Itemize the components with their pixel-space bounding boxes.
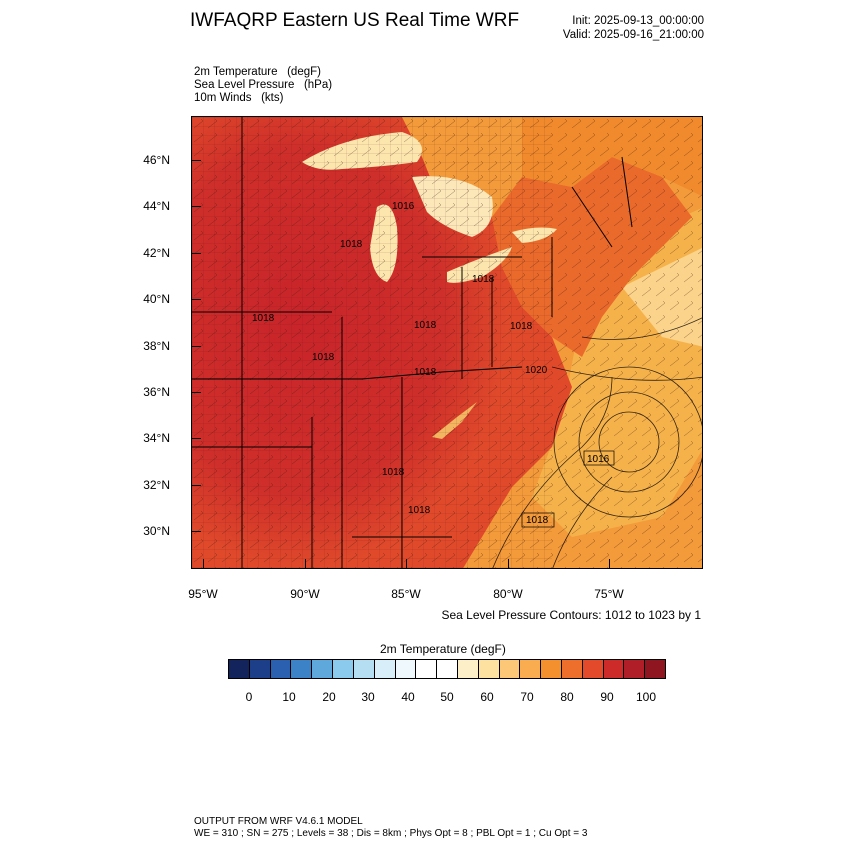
colorbar-label: 90	[600, 690, 614, 704]
pressure-label: 1016	[392, 201, 415, 212]
colorbar-swatch	[520, 660, 542, 678]
colorbar-label: 50	[440, 690, 454, 704]
lat-tick	[191, 392, 201, 393]
lat-label: 38°N	[143, 339, 170, 353]
colorbar-swatch	[291, 660, 313, 678]
lon-tick	[406, 559, 407, 569]
lat-label: 30°N	[143, 524, 170, 538]
colorbar-swatch	[416, 660, 438, 678]
pressure-label: 1018	[414, 320, 437, 331]
lon-label: 75°W	[594, 587, 624, 601]
pressure-label: 1018	[414, 367, 437, 378]
lat-tick	[191, 346, 201, 347]
contour-note: Sea Level Pressure Contours: 1012 to 102…	[441, 608, 702, 622]
field-pressure: Sea Level Pressure (hPa)	[194, 79, 333, 91]
wind-barbs	[192, 117, 702, 568]
pressure-label: 1018	[340, 239, 363, 250]
map-panel: 1016 1018 1018 1018 1018 1018 1018 1020 …	[191, 116, 703, 569]
field-list: 2m Temperature (degF) Sea Level Pressure…	[194, 66, 332, 105]
colorbar-label: 100	[635, 690, 657, 704]
chart-title: IWFAQRP Eastern US Real Time WRF	[190, 10, 520, 31]
footer-line: WE = 310 ; SN = 275 ; Levels = 38 ; Dis …	[194, 828, 588, 839]
pressure-label: 1018	[472, 274, 495, 285]
colorbar-swatch	[229, 660, 250, 678]
lat-tick	[191, 299, 201, 300]
lon-label: 90°W	[290, 587, 320, 601]
colorbar-swatch	[249, 660, 271, 678]
field-winds: 10m Winds (kts)	[194, 92, 284, 104]
pressure-label: 1020	[525, 365, 548, 376]
lat-tick	[191, 206, 201, 207]
lon-tick	[305, 559, 306, 569]
colorbar-swatch	[603, 660, 625, 678]
valid-time: Valid: 2025-09-16_21:00:00	[562, 29, 704, 41]
pressure-label: 1018	[526, 515, 549, 526]
lon-tick	[203, 559, 204, 569]
pressure-contours	[492, 317, 702, 568]
model-footer: OUTPUT FROM WRF V4.6.1 MODEL WE = 310 ; …	[194, 816, 587, 840]
field-temperature: 2m Temperature (degF)	[194, 66, 321, 78]
lon-tick	[609, 559, 610, 569]
colorbar-label: 80	[560, 690, 574, 704]
lon-label: 95°W	[188, 587, 218, 601]
init-valid-times: Init: 2025-09-13_00:00:00 Valid: 2025-09…	[563, 14, 704, 42]
colorbar-label: 30	[361, 690, 375, 704]
pressure-label: 1018	[252, 313, 275, 324]
colorbar-swatch	[353, 660, 375, 678]
lat-label: 34°N	[143, 431, 170, 445]
pressure-label: 1016	[587, 454, 610, 465]
lat-label: 40°N	[143, 292, 170, 306]
lat-label: 44°N	[143, 199, 170, 213]
temperature-colorbar	[228, 659, 666, 679]
lat-tick	[191, 485, 201, 486]
lon-label: 85°W	[391, 587, 421, 601]
state-borders	[192, 117, 633, 568]
colorbar-label: 40	[401, 690, 415, 704]
lat-label: 42°N	[143, 246, 170, 260]
colorbar-swatch	[645, 660, 666, 678]
colorbar-swatch	[270, 660, 292, 678]
colorbar-label: 0	[245, 690, 253, 704]
init-time: Init: 2025-09-13_00:00:00	[572, 15, 704, 27]
colorbar-swatch	[582, 660, 604, 678]
lat-tick	[191, 438, 201, 439]
lat-tick	[191, 160, 201, 161]
colorbar-swatch	[333, 660, 354, 678]
colorbar-swatch	[437, 660, 458, 678]
lat-label: 36°N	[143, 385, 170, 399]
temperature-map: 1016 1018 1018 1018 1018 1018 1018 1020 …	[192, 117, 702, 568]
lon-tick	[508, 559, 509, 569]
lat-label: 32°N	[143, 478, 170, 492]
colorbar-label: 20	[322, 690, 336, 704]
colorbar-swatch	[624, 660, 646, 678]
colorbar-swatch	[312, 660, 334, 678]
lon-label: 80°W	[493, 587, 523, 601]
colorbar-swatch	[499, 660, 521, 678]
pressure-label: 1018	[312, 352, 335, 363]
colorbar-swatch	[395, 660, 417, 678]
pressure-label-group: 1016 1018 1018 1018 1018 1018 1018 1020 …	[252, 201, 615, 528]
colorbar-swatch	[374, 660, 396, 678]
colorbar-swatch	[562, 660, 583, 678]
colorbar-swatch	[478, 660, 500, 678]
colorbar-swatch	[541, 660, 562, 678]
lat-label: 46°N	[143, 153, 170, 167]
pressure-label: 1018	[382, 467, 405, 478]
legend-title: 2m Temperature (degF)	[380, 642, 506, 656]
colorbar-label: 70	[520, 690, 534, 704]
pressure-label: 1018	[408, 505, 431, 516]
lat-tick	[191, 531, 201, 532]
colorbar-swatch	[457, 660, 479, 678]
footer-line: OUTPUT FROM WRF V4.6.1 MODEL	[194, 816, 363, 827]
colorbar-label: 10	[282, 690, 296, 704]
lat-tick	[191, 253, 201, 254]
colorbar-label: 60	[480, 690, 494, 704]
pressure-label: 1018	[510, 321, 533, 332]
